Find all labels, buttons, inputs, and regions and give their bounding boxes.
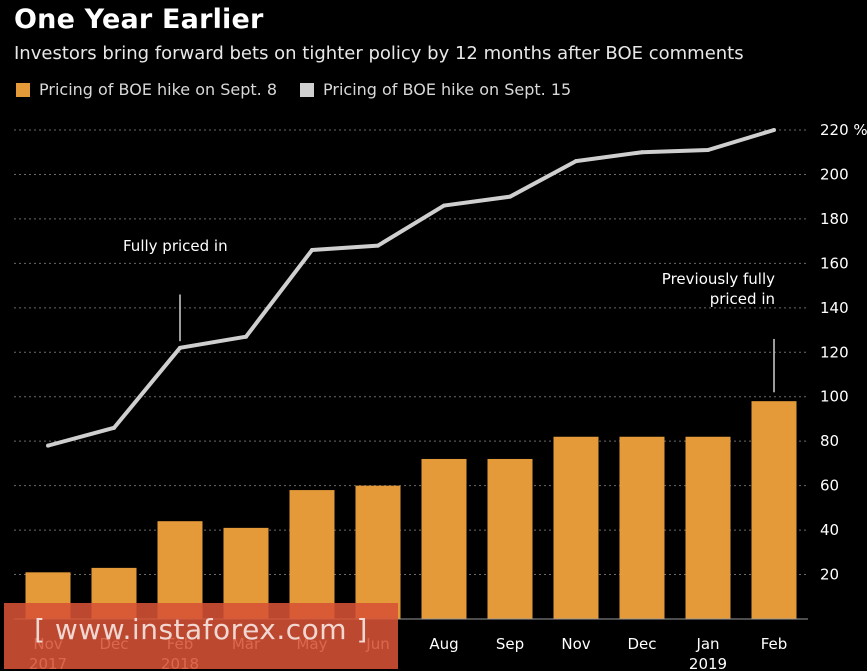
y-tick-label: 120 xyxy=(820,343,849,361)
x-tick-label: Jan xyxy=(695,635,719,653)
line-point xyxy=(376,243,380,248)
x-tick-label: Dec xyxy=(627,635,656,653)
y-tick-label: 200 xyxy=(820,165,849,183)
bar xyxy=(487,458,533,619)
watermark-banner: [ www.instaforex.com ] xyxy=(4,603,398,669)
legend-label-sept8: Pricing of BOE hike on Sept. 8 xyxy=(39,80,278,99)
bar xyxy=(751,401,797,619)
x-tick-label: Nov xyxy=(561,635,590,653)
bar xyxy=(685,436,731,619)
line-point xyxy=(640,150,644,155)
bar xyxy=(619,436,665,619)
bar xyxy=(553,436,599,619)
x-tick-label: Feb xyxy=(761,635,788,653)
watermark-text: [ www.instaforex.com ] xyxy=(34,613,368,646)
line-point xyxy=(178,345,182,350)
bar xyxy=(421,458,467,619)
line-point xyxy=(112,425,116,430)
bar xyxy=(289,490,335,619)
y-tick-label: 40 xyxy=(820,521,839,539)
x-year-label: 2019 xyxy=(689,655,727,671)
legend-item-sept15: Pricing of BOE hike on Sept. 15 xyxy=(300,80,571,99)
y-tick-label: 140 xyxy=(820,299,849,317)
chart-subtitle: Investors bring forward bets on tighter … xyxy=(14,43,744,64)
line-point xyxy=(574,159,578,164)
annotation-fully-priced: Fully priced in xyxy=(123,237,228,255)
y-tick-label: 160 xyxy=(820,254,849,272)
y-tick-label: 180 xyxy=(820,210,849,228)
annotation-previously-priced: priced in xyxy=(710,290,775,308)
series-line-sept15 xyxy=(47,128,775,448)
chart-title: One Year Earlier xyxy=(14,4,264,35)
legend-swatch-gray xyxy=(300,82,314,97)
x-tick-label: Sep xyxy=(496,635,524,653)
legend-swatch-orange xyxy=(16,82,30,97)
line-point xyxy=(772,128,776,132)
y-tick-label: 80 xyxy=(820,432,839,450)
legend-label-sept15: Pricing of BOE hike on Sept. 15 xyxy=(323,80,572,99)
line-point xyxy=(310,248,314,253)
y-tick-label: 60 xyxy=(820,477,839,495)
line-point xyxy=(46,443,50,448)
line-point xyxy=(244,334,248,339)
y-tick-label: 20 xyxy=(820,566,839,584)
bar xyxy=(355,485,401,619)
legend-item-sept8: Pricing of BOE hike on Sept. 8 xyxy=(16,80,277,99)
y-tick-label: 220 % xyxy=(820,121,867,139)
x-tick-label: Aug xyxy=(429,635,458,653)
line-point xyxy=(508,194,512,199)
bar xyxy=(157,521,203,619)
annotation-previously-priced: Previously fully xyxy=(662,270,775,288)
line-point xyxy=(706,148,710,153)
line-point xyxy=(442,203,446,208)
y-tick-label: 100 xyxy=(820,388,849,406)
